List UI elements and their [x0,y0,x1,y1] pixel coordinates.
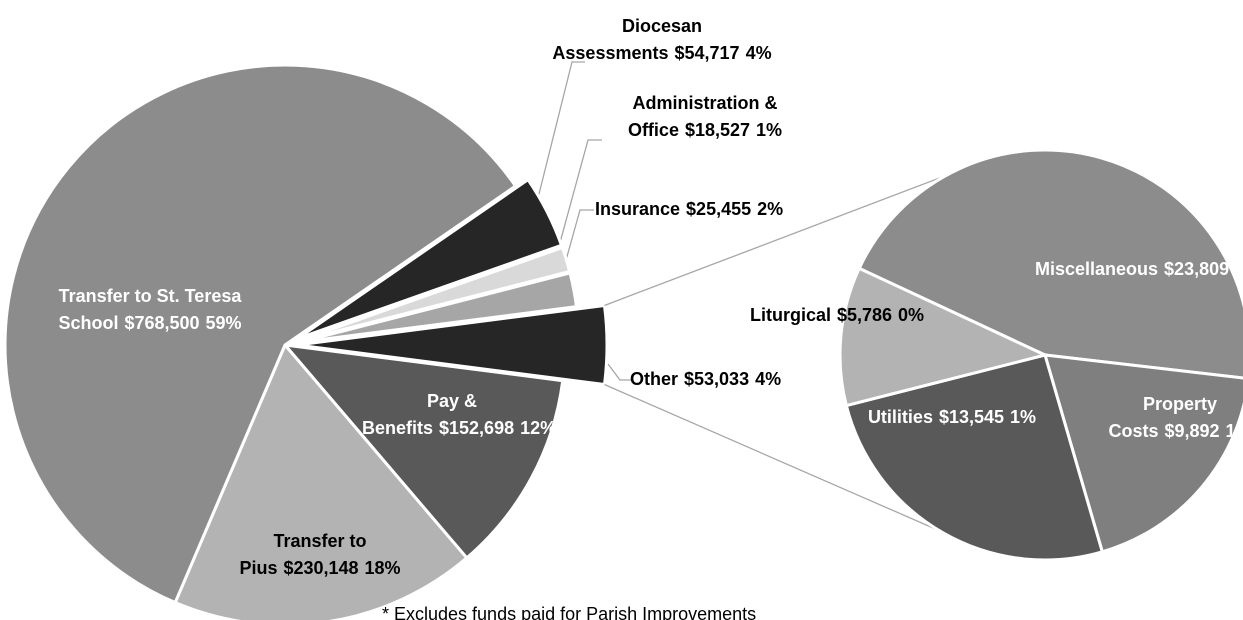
label-part: 18% [364,558,401,578]
slice-label: Insurance $25,455 2% [595,196,885,223]
pie-slice [844,353,1105,562]
label-part: 1% [1010,407,1037,427]
slice-label: Transfer to St. Teresa School $768,500 59% [20,283,280,337]
label-part: Utilities [867,407,933,427]
label-part: 12% [520,418,557,438]
footnote: * Excludes funds paid for Parish Improve… [382,604,757,620]
label-part: Miscellaneous [1035,259,1159,279]
slice-label: Other $53,033 4% [630,366,930,393]
leader-line [551,139,602,273]
leader-lines [531,61,632,381]
slice-label: Liturgical $5,786 0% [702,302,972,329]
label-part: $23,809 [1164,259,1230,279]
label-part: 1% [756,120,783,140]
label-part: 59% [205,313,242,333]
label-part: Property Costs [1108,394,1218,441]
pie-slice [1042,353,1243,554]
label-part: $18,527 [684,120,751,140]
connector [604,383,940,532]
label-part: $54,717 [674,43,740,63]
leader-line [607,363,632,381]
pie-slice [173,342,469,620]
label-part: 4% [745,43,772,63]
leader-line [531,61,585,223]
slice-label: Pay & Benefits $152,698 12% [362,388,556,442]
pie-slice [296,177,564,341]
label-part: Other [630,369,679,389]
label-part: $25,455 [686,199,752,219]
slice-label: Transfer to Pius $230,148 18% [225,528,415,582]
connector [604,175,946,307]
label-part: 2% [757,199,784,219]
pie-slice [296,303,609,387]
pie-slice [281,343,565,561]
pie-slice [3,63,518,605]
pie-slice [857,148,1243,380]
label-part: 2% [1235,259,1243,279]
label-part: $53,033 [684,369,750,389]
label-part: $5,786 [836,305,893,325]
label-part: $768,500 [124,313,200,333]
label-part: $13,545 [938,407,1005,427]
label-part: Insurance [595,199,681,219]
label-part: Liturgical [749,305,831,325]
pie-slice [298,271,579,344]
label-part: 0% [898,305,925,325]
label-part: $9,892 [1164,421,1220,441]
label-part: Administration & Office [627,93,778,140]
slice-label: Utilities $13,545 1% [865,404,1040,431]
label-part: $230,148 [283,558,359,578]
slice-label: Diocesan Assessments $54,717 4% [542,13,782,67]
label-part: Pay & Benefits [362,391,478,438]
label-part: Diocesan Assessments [552,16,703,63]
label-part: $152,698 [439,418,515,438]
label-part: Transfer to St. Teresa School [58,286,242,333]
pie-slice [838,266,1050,408]
label-part: 1% [1225,421,1243,441]
slice-label: Administration & Office $18,527 1% [600,90,810,144]
label-part: Transfer to Pius [239,531,367,578]
label-part: 4% [755,369,782,389]
